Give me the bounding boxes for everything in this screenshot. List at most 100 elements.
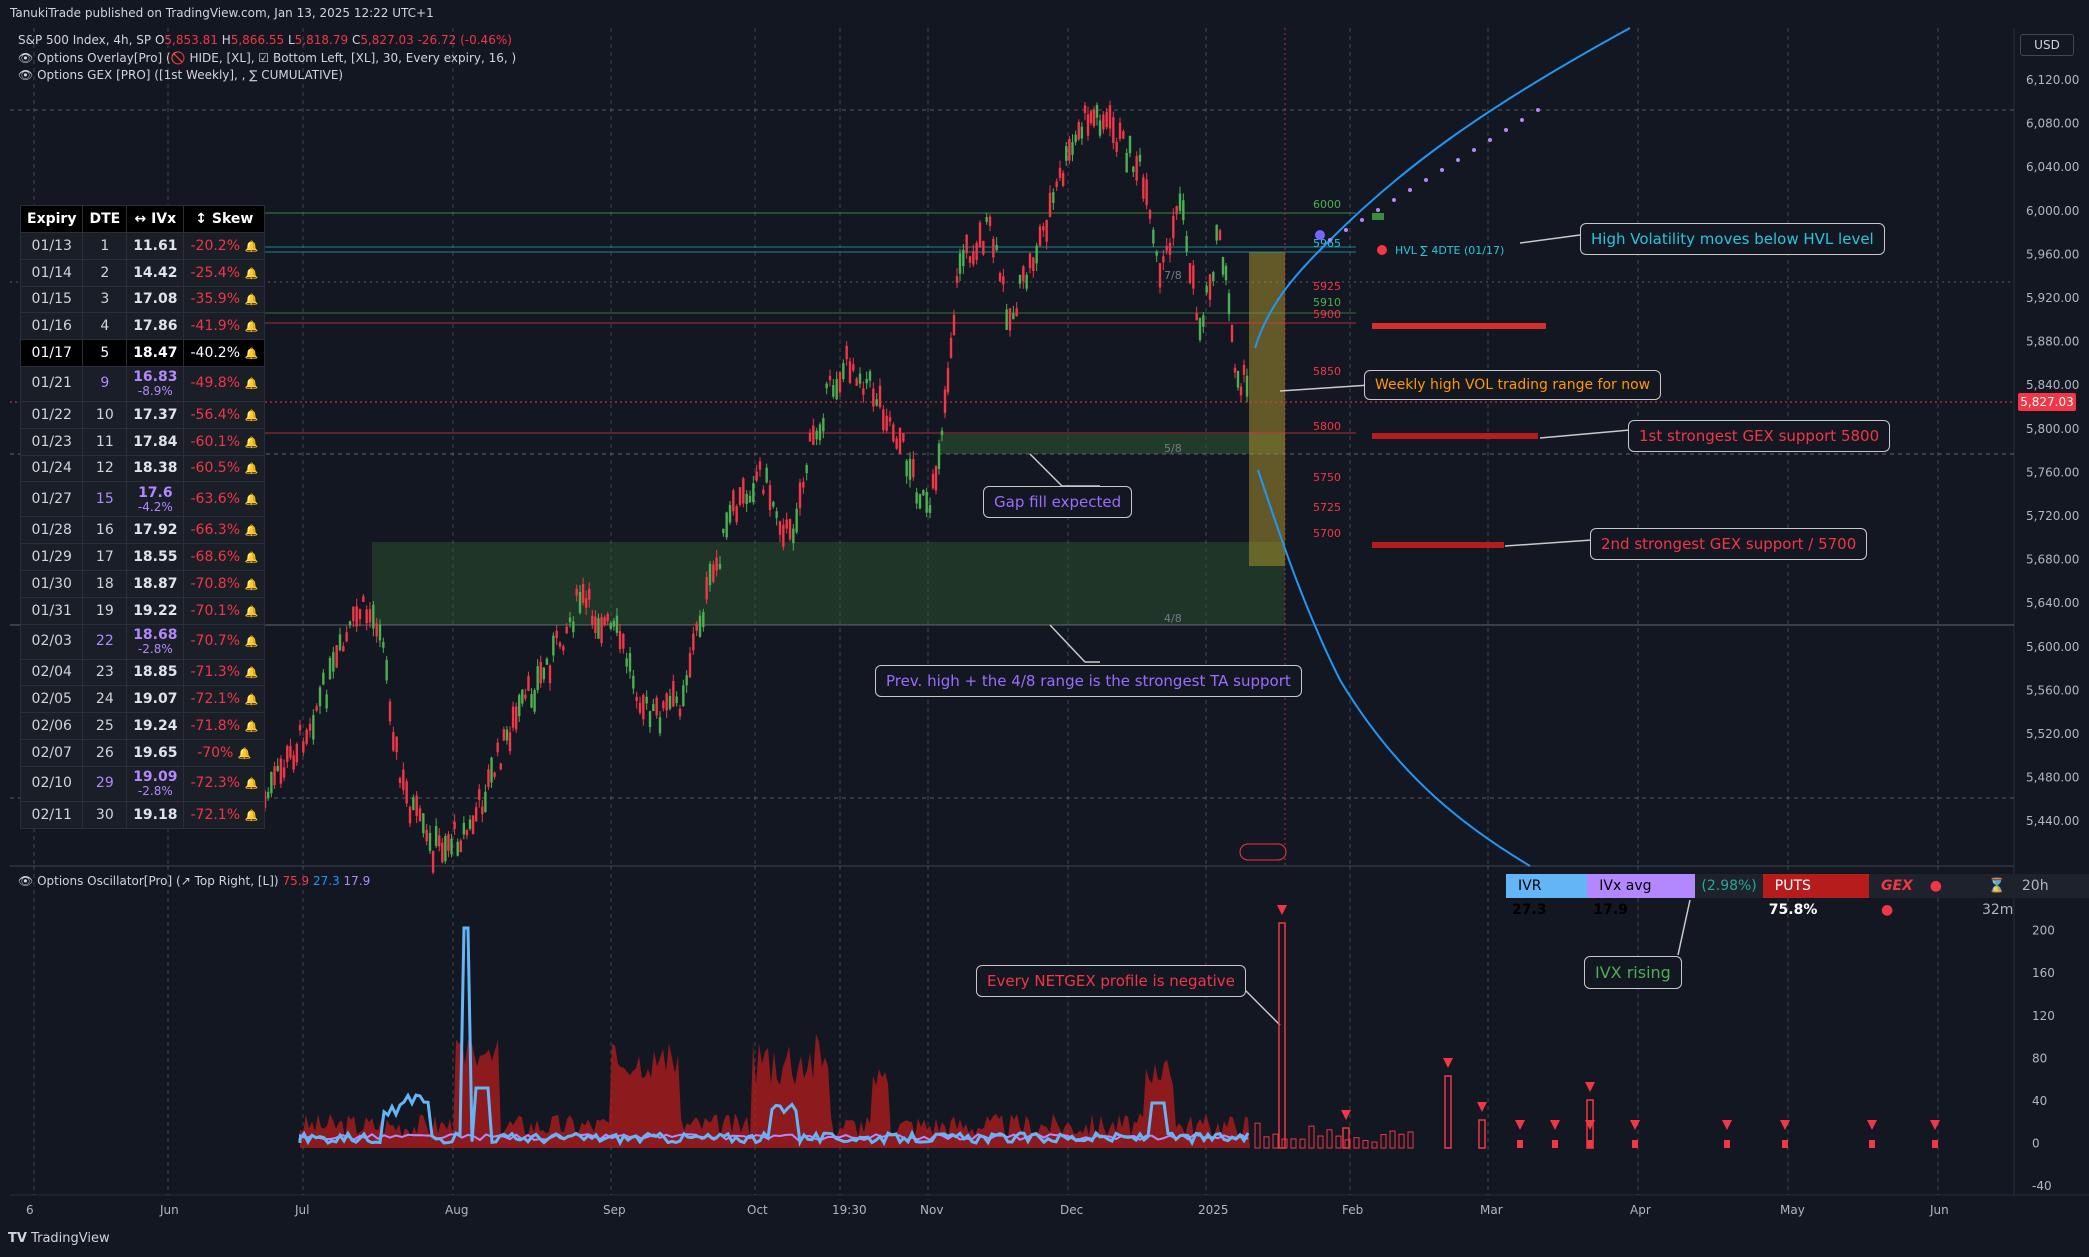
time-axis-label: Sep: [603, 1203, 626, 1217]
ivx-change: -8.9%: [137, 384, 173, 399]
callout-weekly-range: Weekly high VOL trading range for now: [1364, 370, 1662, 400]
table-row: 01/31 19 19.22 -70.1% 🔔: [19, 596, 266, 625]
table-row: 01/24 12 18.38 -60.5% 🔔: [19, 454, 266, 483]
tv-logo-icon: 𝗧𝗩: [8, 1231, 27, 1246]
ivx-change: -4.2%: [137, 499, 173, 514]
callout-gap-fill: Gap fill expected: [983, 486, 1133, 518]
ivx-cell: 18.38: [126, 454, 185, 483]
low-value: 5,818.79: [294, 33, 349, 47]
dte-cell: 24: [82, 685, 128, 714]
oscillator-axis[interactable]: 24020016012080400-40: [2032, 881, 2055, 1193]
gex-level-label: 5850: [1313, 365, 1341, 378]
skew-cell: -60.5% 🔔: [183, 454, 266, 483]
ivx-value: 19.09: [133, 769, 178, 786]
ivx-cell: 17.86: [126, 312, 185, 341]
footer-label: TradingView: [31, 1231, 110, 1246]
oscillator-axis-label: 160: [2032, 966, 2055, 980]
skew-cell: -49.8% 🔔: [183, 365, 266, 402]
expiry-cell: 01/13: [19, 232, 84, 260]
gex-level-label: 5900: [1313, 308, 1341, 321]
dte-cell: 25: [82, 712, 128, 740]
bell-icon: 🔔: [244, 320, 259, 334]
gex-level-label: 5750: [1313, 471, 1341, 484]
symbol-legend[interactable]: S&P 500 Index, 4h, SP O5,853.81 H5,866.5…: [18, 33, 512, 47]
expiry-cell: 01/29: [19, 543, 84, 571]
hvl-label: HVL ∑ 4DTE (01/17): [1395, 244, 1504, 257]
indicator-gex-legend[interactable]: 👁 Options GEX [PRO] ([1st Weekly], , ∑ C…: [18, 68, 343, 82]
oscillator-axis-label: 200: [2032, 924, 2055, 938]
skew-cell: -63.6% 🔔: [183, 481, 266, 518]
low-label: L: [287, 33, 295, 47]
gex-level-label: 5700: [1313, 527, 1341, 540]
price-axis-label: 6,000.00: [2026, 204, 2079, 218]
eye-icon: 👁: [18, 874, 34, 888]
expiry-cell: 01/22: [19, 400, 84, 429]
skew-cell: -68.6% 🔔: [183, 543, 266, 571]
expiry-cell: 01/28: [19, 516, 84, 545]
skew-value: -40.2%: [190, 345, 241, 362]
dte-cell: 2: [82, 258, 128, 287]
price-axis-label: 5,760.00: [2026, 465, 2079, 479]
ivx-cell: 17.37: [126, 400, 185, 429]
callout-high-volatility: High Volatility moves below HVL level: [1580, 223, 1885, 255]
currency-button[interactable]: USD: [2020, 34, 2074, 56]
bell-icon: 🔔: [237, 746, 252, 760]
header-skew: ↕ Skew: [183, 205, 266, 233]
ivx-value: 19.07: [133, 691, 178, 708]
bell-icon: 🔔: [244, 604, 259, 618]
open-label: O: [154, 33, 165, 47]
bell-icon: 🔔: [244, 777, 259, 791]
expiry-cell: 02/07: [19, 738, 84, 767]
dte-cell: 26: [82, 738, 128, 767]
eye-icon: 👁: [18, 68, 34, 82]
ivx-cell: 19.22: [126, 596, 185, 625]
ivx-cell: 18.85: [126, 658, 185, 687]
bell-icon: 🔔: [244, 720, 259, 734]
oscillator-axis-label: 120: [2032, 1009, 2055, 1023]
ivx-value: 16.83: [133, 369, 178, 386]
gex-badge: GEX ● ●: [1868, 874, 1976, 918]
ivx-cell: 17.92: [126, 516, 185, 545]
callout-gex-support-2: 2nd strongest GEX support / 5700: [1590, 528, 1868, 560]
ivx-value: 17.08: [133, 291, 178, 308]
time-axis[interactable]: 6 Jun Jul Aug Sep Oct 19:30 Nov Dec 2025 Feb Mar Apr…: [26, 1203, 1949, 1217]
projection-dot: [1520, 118, 1524, 122]
tradingview-logo[interactable]: 𝗧𝗩 TradingView: [8, 1231, 110, 1246]
gex-bar-6000: [1372, 213, 1384, 220]
indicator-overlay-legend[interactable]: 👁 Options Overlay[Pro] (🚫 HIDE, [XL], ☑ …: [18, 51, 516, 65]
skew-value: -72.1%: [190, 691, 241, 708]
gap-fill-zone: [940, 434, 1285, 454]
ivr-badge: IVR 27.3: [1506, 874, 1588, 918]
bell-icon: 🔔: [244, 347, 259, 361]
time-axis-label: Apr: [1630, 1203, 1651, 1217]
bell-icon: 🔔: [244, 577, 259, 591]
projection-dot: [1536, 108, 1540, 112]
indicator-gex-label: Options GEX [PRO] ([1st Weekly], , ∑ CUM…: [37, 68, 344, 82]
skew-cell: -70.7% 🔔: [183, 623, 266, 660]
last-price-tag: 5,827.03: [2018, 393, 2076, 411]
ivx-value: 17.6: [138, 484, 173, 501]
projection-dot: [1360, 218, 1364, 222]
table-row: 02/11 30 19.18 -72.1% 🔔: [19, 800, 266, 829]
skew-cell: -40.2% 🔔: [183, 339, 266, 367]
ivx-value: 18.47: [133, 345, 178, 362]
projection-dot: [1408, 188, 1412, 192]
event-flag-icon[interactable]: [1239, 843, 1287, 861]
projection-dots: [1328, 108, 1540, 242]
dte-cell: 30: [82, 800, 128, 829]
dte-cell: 19: [82, 596, 128, 625]
skew-cell: -41.9% 🔔: [183, 312, 266, 341]
gex-bar-5700: [1372, 542, 1504, 548]
skew-cell: -70.8% 🔔: [183, 569, 266, 598]
ivx-avg-badge: IVx avg 17.9: [1587, 874, 1696, 918]
skew-cell: -66.3% 🔔: [183, 516, 266, 545]
dte-cell: 4: [82, 312, 128, 341]
high-value: 5,866.55: [230, 33, 285, 47]
gex-bar-5800: [1372, 433, 1538, 439]
bell-icon: 🔔: [244, 408, 259, 422]
price-axis[interactable]: 6,120.00 6,080.00 6,040.00 6,000.00 5,960.00…: [2026, 73, 2079, 828]
ivx-change: -2.8%: [137, 784, 173, 799]
callout-gex-support-1: 1st strongest GEX support 5800: [1628, 420, 1891, 452]
oscillator-legend[interactable]: 👁 Options Oscillator[Pro] (↗ Top Right, …: [18, 874, 370, 888]
